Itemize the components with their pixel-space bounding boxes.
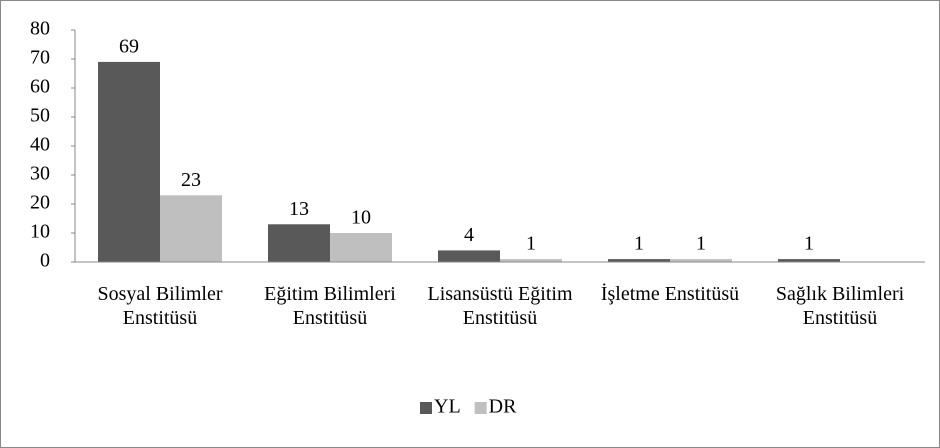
value-label: 13 [289, 198, 309, 220]
bar [330, 233, 392, 262]
y-tick-label: 30 [30, 163, 50, 185]
legend-label: DR [489, 396, 517, 418]
x-tick-label: İşletme Enstitüsü [600, 283, 740, 305]
bar [608, 259, 670, 262]
value-label: 69 [119, 35, 139, 57]
y-tick-label: 10 [30, 221, 50, 243]
value-label: 4 [464, 224, 474, 246]
value-label: 1 [526, 233, 536, 255]
y-tick-label: 0 [40, 250, 50, 272]
legend-swatch [474, 402, 487, 414]
value-label: 10 [351, 207, 371, 229]
value-label: 23 [181, 169, 201, 191]
value-label: 1 [634, 233, 644, 255]
bar [670, 259, 732, 262]
bar [778, 259, 840, 262]
bar [438, 250, 500, 262]
y-tick-label: 70 [30, 47, 50, 69]
x-tick-label: Sağlık Bilimleri Enstitüsü [775, 283, 905, 329]
bar [268, 224, 330, 262]
value-label: 1 [804, 233, 814, 255]
bar [160, 195, 222, 262]
x-tick-label: Eğitim Bilimleri Enstitüsü [264, 283, 396, 329]
x-tick-label: Sosyal Bilimler Enstitüsü [97, 283, 223, 329]
y-tick-label: 40 [30, 134, 50, 156]
legend-label: YL [434, 396, 461, 418]
legend-swatch [420, 402, 432, 414]
y-tick-label: 60 [30, 76, 50, 98]
bar [500, 259, 562, 262]
value-label: 1 [696, 233, 706, 255]
bar [98, 61, 160, 263]
y-tick-label: 50 [30, 105, 50, 127]
y-tick-label: 80 [30, 18, 50, 40]
x-tick-label: Lisansüstü Eğitim Enstitüsü [427, 283, 573, 329]
y-tick-label: 20 [30, 192, 50, 214]
